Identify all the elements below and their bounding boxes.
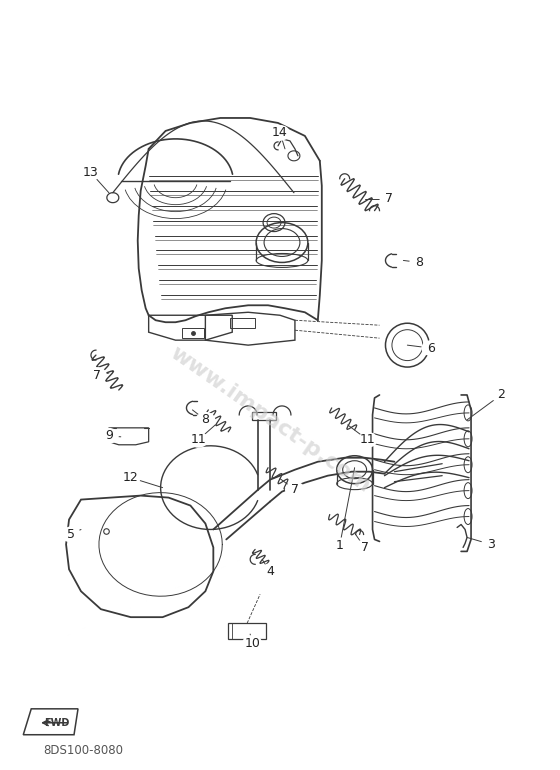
- Text: 7: 7: [361, 541, 368, 554]
- Ellipse shape: [121, 470, 141, 486]
- Text: 6: 6: [427, 342, 435, 355]
- Ellipse shape: [61, 527, 81, 542]
- Text: 2: 2: [497, 388, 505, 401]
- Text: 9: 9: [105, 430, 113, 442]
- Text: 12: 12: [123, 471, 139, 484]
- Text: 10: 10: [244, 637, 260, 650]
- Text: www.impact-p.com: www.impact-p.com: [166, 343, 374, 497]
- Text: 8: 8: [202, 413, 209, 427]
- Text: FWD: FWD: [44, 718, 69, 728]
- Text: 11: 11: [190, 434, 206, 447]
- Text: 7: 7: [291, 483, 299, 496]
- Bar: [228, 623, 266, 639]
- Ellipse shape: [354, 540, 375, 555]
- Text: 4: 4: [266, 565, 274, 578]
- Ellipse shape: [491, 387, 511, 403]
- Ellipse shape: [270, 125, 290, 141]
- Ellipse shape: [242, 635, 262, 651]
- Text: 11: 11: [360, 434, 375, 447]
- Ellipse shape: [358, 432, 377, 448]
- Text: 3: 3: [487, 538, 495, 551]
- Ellipse shape: [99, 428, 119, 444]
- Bar: [183, 328, 204, 338]
- Ellipse shape: [189, 432, 208, 448]
- Ellipse shape: [81, 165, 101, 181]
- Ellipse shape: [260, 564, 280, 579]
- Ellipse shape: [421, 340, 441, 356]
- Text: 8DS100-8080: 8DS100-8080: [43, 744, 123, 757]
- Ellipse shape: [380, 191, 399, 206]
- Text: 13: 13: [83, 166, 99, 179]
- Text: 7: 7: [93, 369, 101, 382]
- Text: 5: 5: [67, 528, 75, 541]
- Text: 1: 1: [336, 539, 344, 552]
- Text: 14: 14: [272, 126, 288, 139]
- Ellipse shape: [330, 537, 349, 554]
- Ellipse shape: [195, 412, 216, 428]
- Ellipse shape: [87, 367, 107, 383]
- Ellipse shape: [409, 254, 430, 270]
- Text: 8: 8: [416, 256, 423, 269]
- Text: 7: 7: [385, 192, 394, 205]
- Ellipse shape: [481, 537, 501, 552]
- Ellipse shape: [285, 482, 305, 497]
